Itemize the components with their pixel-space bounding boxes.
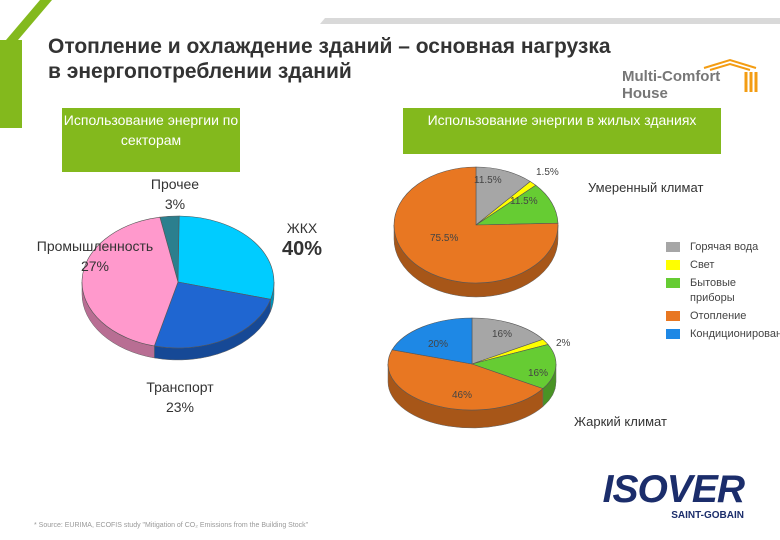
legend: Горячая вода Свет Бытовые приборы Отопле… — [666, 240, 780, 345]
pie-slice-2-0 — [471, 317, 544, 365]
slice-value-label-1-1: 1.5% — [536, 167, 559, 178]
residential-chart-title: Использование энергии в жилых зданиях — [403, 108, 721, 154]
left-green-bar — [0, 0, 40, 130]
slice-value-label-2-4: 20% — [428, 339, 448, 350]
legend-swatch — [666, 329, 680, 339]
brand-line-2: House — [622, 85, 668, 102]
label-housing: ЖКХ 40% — [281, 220, 323, 260]
pie-slice-1-3 — [393, 166, 559, 284]
annotation-temperate-climate: Умеренный климат — [588, 180, 704, 195]
legend-swatch — [666, 278, 680, 288]
sector-chart-title: Использование энергии по секторам — [62, 108, 240, 172]
brand-logo: Multi-Comfort House — [622, 68, 720, 102]
pie-slice-2-3 — [387, 349, 544, 411]
page-title: Отопление и охлаждение зданий – основная… — [48, 34, 611, 84]
pie-chart-0 — [81, 215, 275, 361]
title-line-1: Отопление и охлаждение зданий – основная… — [48, 35, 611, 58]
slice-value-label-2-1: 2% — [556, 338, 571, 349]
pie-slice-0-2 — [153, 281, 272, 349]
source-footnote: * Source: EURIMA, ECOFIS study "Mitigati… — [34, 522, 309, 529]
pie-slice-0-1 — [177, 215, 275, 300]
brand-line-1: Multi-Comfort — [622, 68, 721, 85]
top-stripe — [0, 0, 780, 40]
legend-item: Бытовые приборы — [666, 276, 778, 306]
isover-logo-word: ISOVER — [602, 468, 745, 511]
pie-slice-2-2 — [470, 344, 557, 389]
legend-item: Отопление — [666, 309, 778, 324]
slice-value-label-2-0: 16% — [492, 329, 512, 340]
slice-value-label-2-3: 46% — [452, 390, 472, 401]
house-roof-icon — [700, 58, 760, 111]
slice-value-label-1-2: 11.5% — [510, 196, 538, 207]
pie-chart-1: 11.5% 1.5% 11.5% 75.5% — [393, 166, 559, 298]
title-line-2: в энергопотреблении зданий — [48, 60, 352, 83]
pie-chart-2: 16% 2% 16% 46% 20% — [387, 317, 571, 429]
slice-value-label-2-2: 16% — [528, 368, 548, 379]
legend-item: Кондиционирование — [666, 327, 780, 342]
slice-value-label-1-0: 11.5% — [474, 175, 502, 186]
legend-item: Свет — [666, 258, 778, 273]
isover-logo-sub: SAINT-GOBAIN — [671, 510, 744, 521]
legend-item: Горячая вода — [666, 240, 778, 255]
top-stripe-graphic — [6, 0, 780, 40]
slice-value-label-1-3: 75.5% — [430, 233, 458, 244]
pie-slice-2-4 — [391, 317, 473, 365]
legend-swatch — [666, 260, 680, 270]
isover-logo: ISOVER SAINT-GOBAIN — [592, 468, 745, 522]
label-industry: Промышленность 27% — [36, 238, 154, 274]
pie-slice-0-3 — [81, 216, 179, 347]
label-transport: Транспорт 23% — [146, 379, 214, 415]
legend-swatch — [666, 242, 680, 252]
annotation-hot-climate: Жаркий климат — [574, 414, 667, 429]
label-other: Прочее 3% — [150, 176, 200, 212]
legend-swatch — [666, 311, 680, 321]
